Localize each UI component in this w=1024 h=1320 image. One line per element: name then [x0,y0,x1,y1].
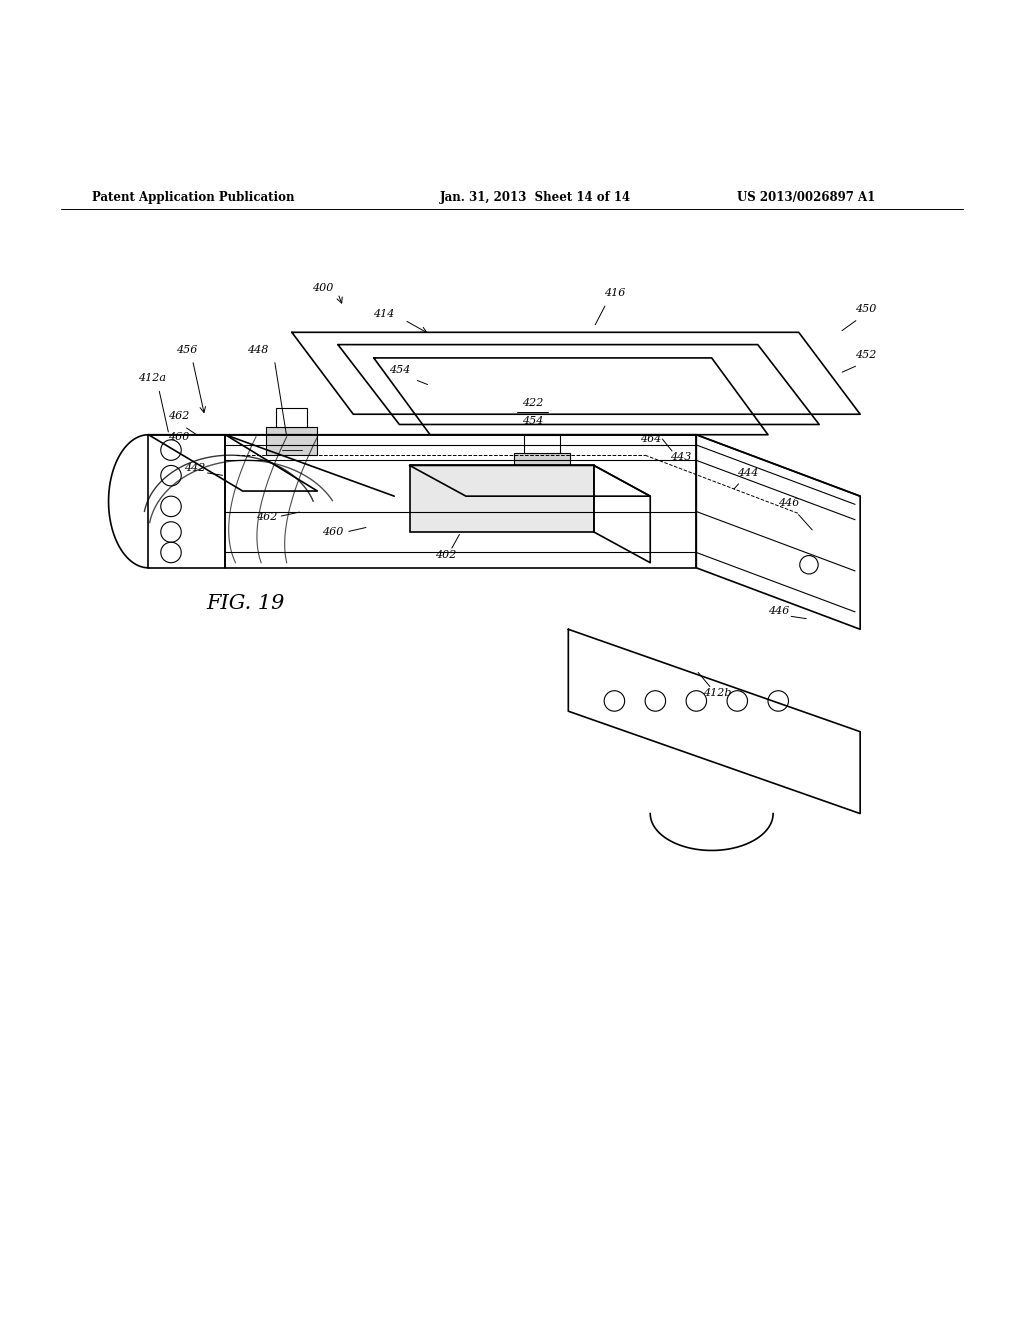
Text: 414: 414 [374,309,394,319]
Text: 450: 450 [855,304,876,314]
Text: 446: 446 [768,606,788,616]
Text: 462: 462 [169,412,189,421]
Bar [524,434,560,453]
Bar [266,426,317,455]
Text: 400: 400 [312,284,333,293]
Bar [276,408,307,426]
Bar [410,466,594,532]
Text: 462: 462 [256,512,276,521]
Text: 412b: 412b [702,688,731,698]
Text: 454: 454 [389,366,410,375]
Bar [514,453,570,484]
Text: 454: 454 [522,417,543,426]
Text: Jan. 31, 2013  Sheet 14 of 14: Jan. 31, 2013 Sheet 14 of 14 [440,190,632,203]
Text: FIG. 19: FIG. 19 [207,594,285,614]
Text: 402: 402 [435,549,456,560]
Text: 460: 460 [323,527,343,537]
Text: 452: 452 [855,350,876,360]
Text: US 2013/0026897 A1: US 2013/0026897 A1 [737,190,876,203]
Text: 460: 460 [169,432,189,442]
Text: 444: 444 [737,467,758,478]
Text: 456: 456 [176,345,197,355]
Text: 412a: 412a [137,374,166,384]
Text: 422: 422 [522,399,543,408]
Text: 448: 448 [248,345,268,355]
Text: 446: 446 [778,499,799,508]
Text: 442: 442 [184,462,205,473]
Text: Patent Application Publication: Patent Application Publication [92,190,295,203]
Text: 443: 443 [671,453,691,462]
Text: 416: 416 [604,289,625,298]
Text: 464: 464 [640,434,660,444]
